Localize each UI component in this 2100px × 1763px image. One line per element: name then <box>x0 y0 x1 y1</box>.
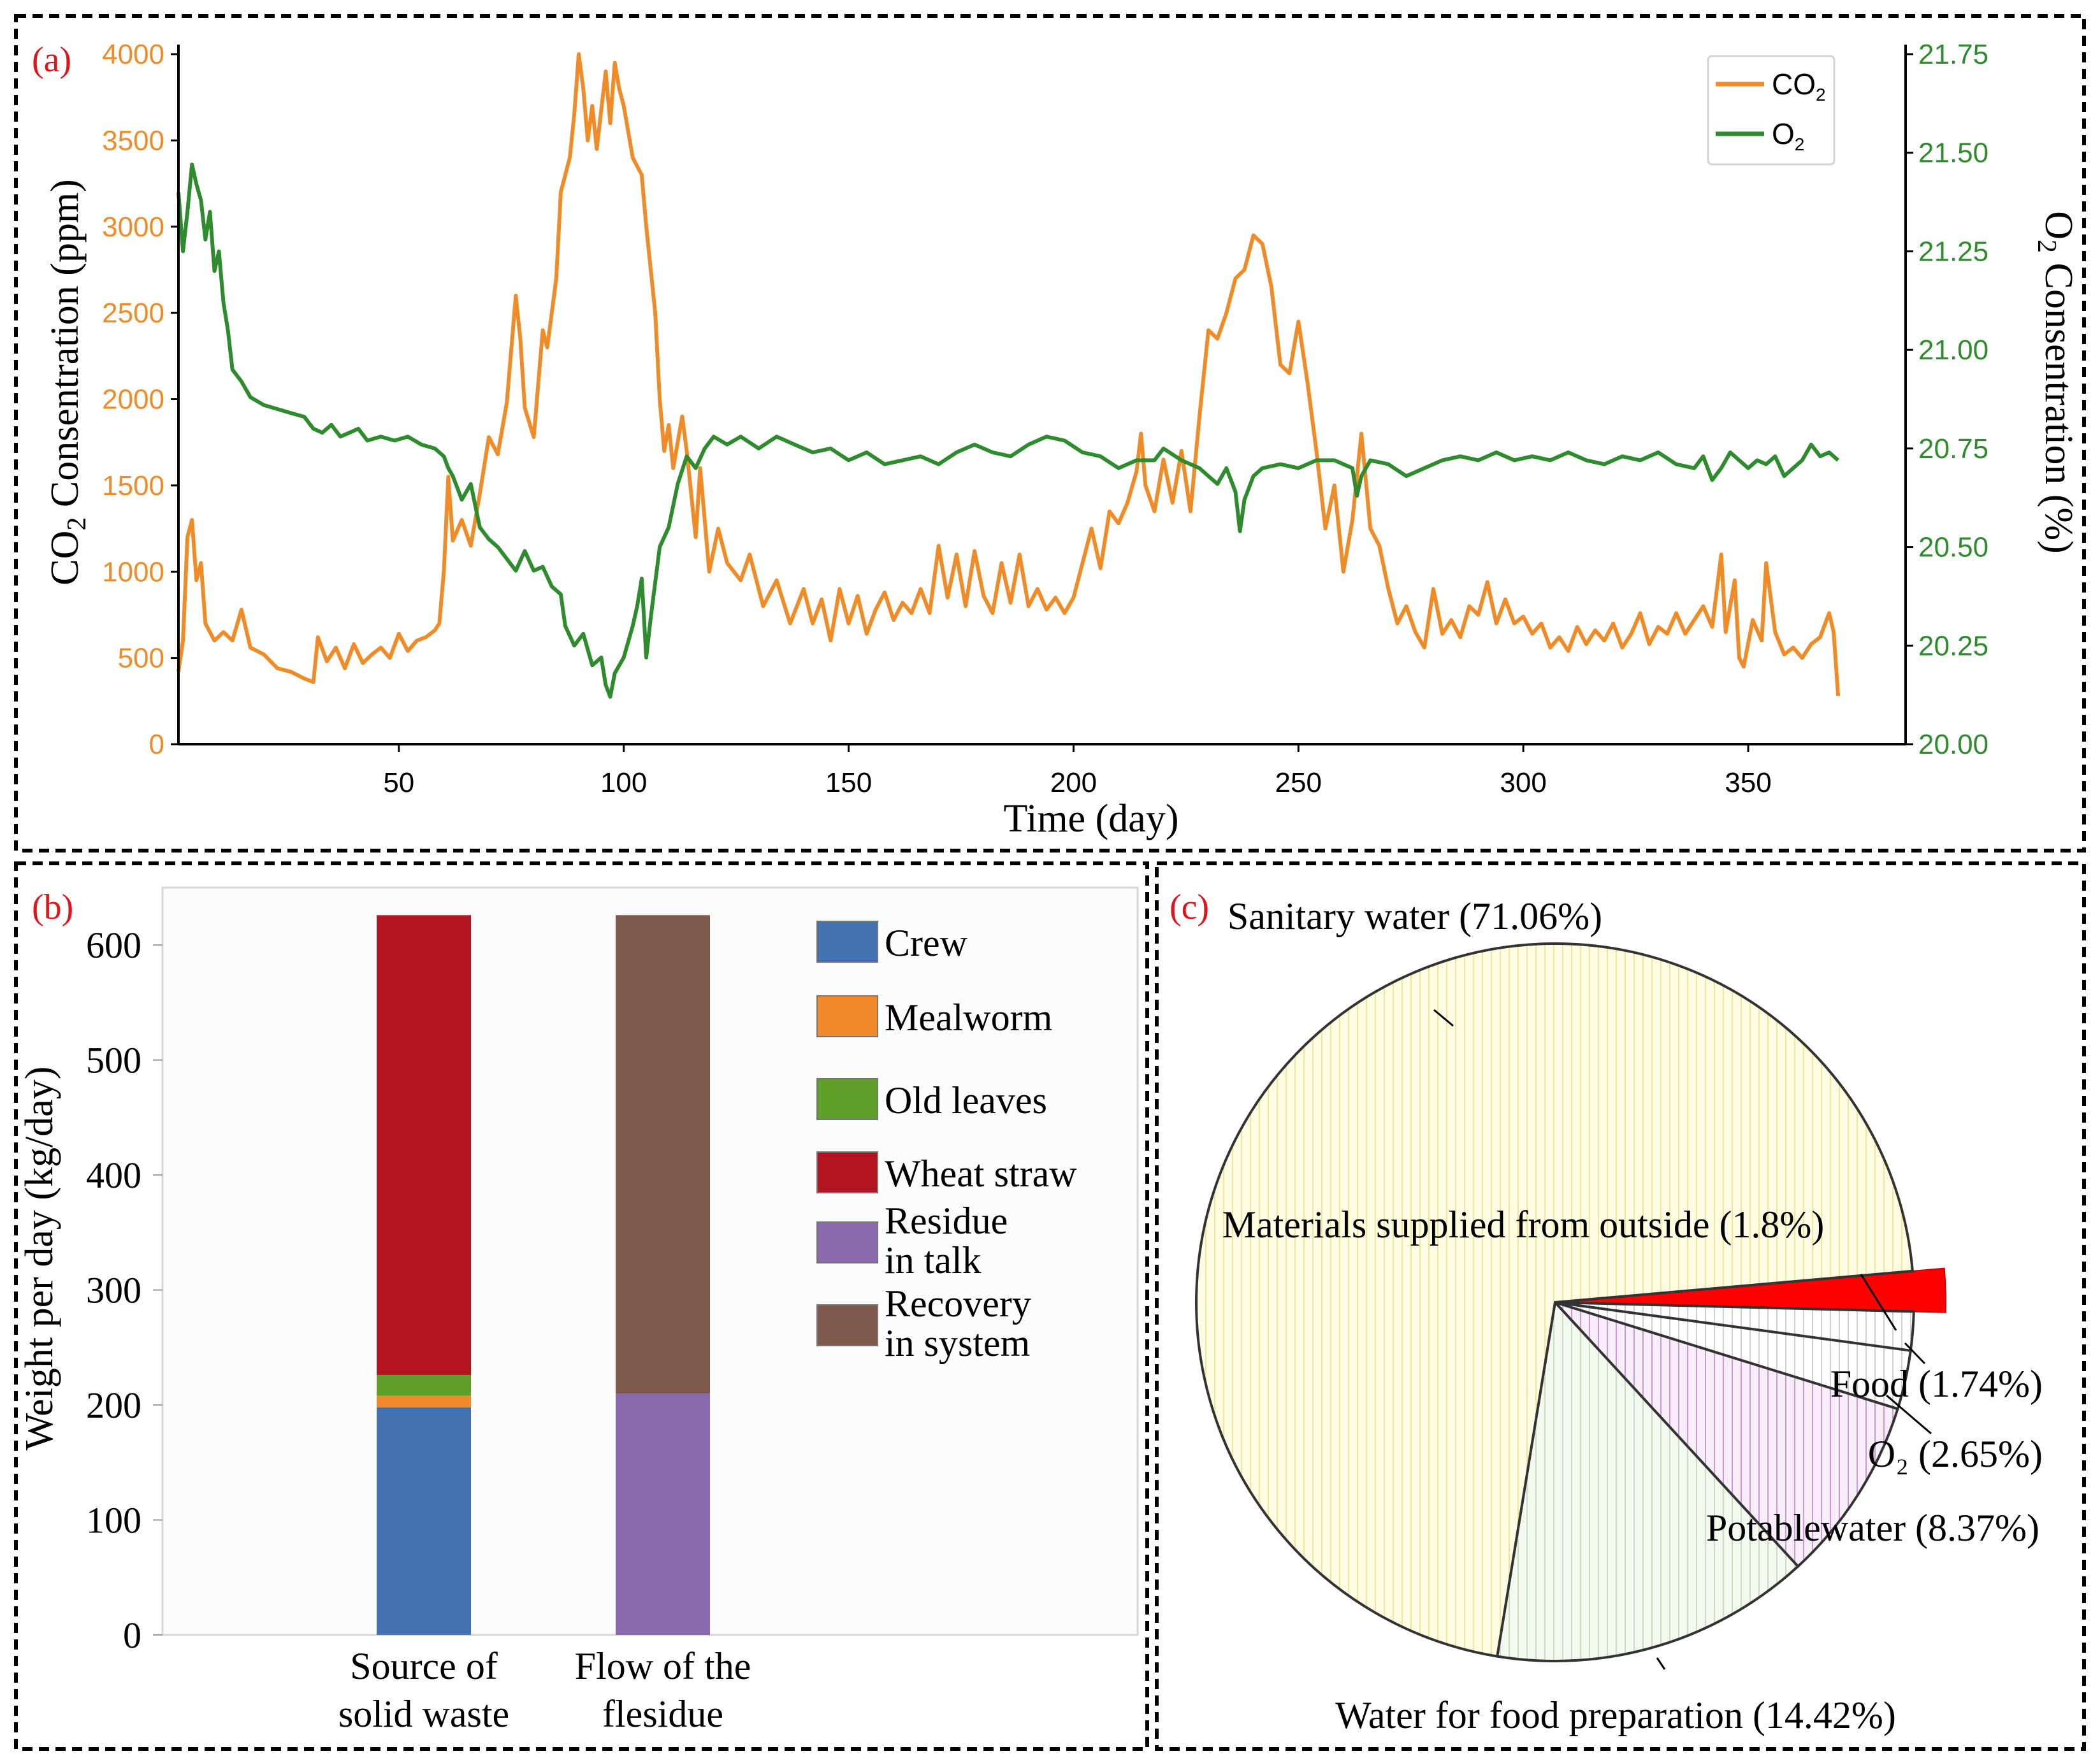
a-y-left-tick-label: 3000 <box>102 212 164 243</box>
c-label-o2: O₂ (2.65%) <box>1868 1433 2043 1475</box>
b-bar-segment <box>377 1407 471 1635</box>
a-x-tick-label: 350 <box>1725 767 1771 798</box>
a-x-tick-label: 100 <box>600 767 647 798</box>
b-bar-segment <box>377 1375 471 1396</box>
a-y-right-tick-label: 20.75 <box>1918 433 1988 464</box>
a-x-tick-label: 50 <box>383 767 414 798</box>
b-y-axis-label: Weight per day (kg/day) <box>18 1067 61 1451</box>
a-y-left-tick-label: 500 <box>118 643 164 674</box>
a-y-left-tick-label: 1500 <box>102 470 164 501</box>
a-y-left-tick-label: 2500 <box>102 298 164 329</box>
b-legend-swatch <box>816 921 878 963</box>
panel-a-label: (a) <box>32 40 71 80</box>
c-leader-line <box>1886 1394 1932 1435</box>
c-leader-line <box>1904 1342 1926 1365</box>
c-slice-sanitary-water <box>1195 942 1915 1658</box>
b-legend-swatch <box>816 1151 878 1193</box>
b-category-label: flesidue <box>602 1693 723 1735</box>
b-bar-segment <box>616 1393 710 1635</box>
panel-a-frame <box>14 14 2086 853</box>
b-category-label: Source of <box>350 1645 498 1687</box>
a-series-line-o2 <box>177 162 1840 699</box>
b-legend-label: Old leaves <box>885 1079 1047 1121</box>
a-y-right-tick-label: 21.25 <box>1918 236 1988 267</box>
b-legend-swatch <box>816 1221 878 1263</box>
b-legend-label: Mealworm <box>885 997 1052 1039</box>
a-y-left-tick-label: 2000 <box>102 384 164 415</box>
a-y-left-tick-label: 1000 <box>102 556 164 587</box>
panel-c-frame <box>1155 861 2086 1751</box>
b-legend-label: Residue <box>885 1200 1008 1242</box>
b-bar-segment <box>377 1395 471 1407</box>
a-x-tick-label: 300 <box>1500 767 1546 798</box>
a-x-tick-label: 150 <box>825 767 872 798</box>
a-y-right-tick-label: 20.25 <box>1918 630 1988 661</box>
b-y-tick-label: 500 <box>86 1040 141 1081</box>
b-bar-segment <box>616 915 710 1394</box>
b-y-tick-label: 600 <box>86 925 141 966</box>
a-y-left-tick-label: 3500 <box>102 125 164 156</box>
a-legend-o2-label: O2 <box>1772 117 1804 154</box>
b-legend-label: Wheat straw <box>885 1153 1077 1195</box>
a-y-right-tick-label: 21.00 <box>1918 335 1988 366</box>
c-slice-materials <box>1554 1267 1947 1313</box>
b-legend-swatch <box>816 995 878 1037</box>
b-category-label: solid waste <box>338 1693 509 1735</box>
b-legend-label: Crew <box>885 922 968 964</box>
panel-c-label: (c) <box>1169 888 1209 927</box>
chart-a: 50 100 150 200 250 300 350 0 500 1000 1500 2000 250… <box>43 39 2080 840</box>
a-y-left-tick-label: 4000 <box>102 39 164 70</box>
b-y-tick-label: 0 <box>123 1615 141 1656</box>
b-bar-segment <box>377 915 471 1376</box>
a-y-right-tick-label: 21.50 <box>1918 138 1988 169</box>
b-legend-label: in system <box>885 1322 1030 1364</box>
chart-c: Sanitary water (71.06%) Materials suppli… <box>1195 895 2043 1736</box>
b-y-tick-label: 300 <box>86 1270 141 1311</box>
c-leader-line <box>1656 1657 1666 1670</box>
a-series-line-co2 <box>177 52 1841 696</box>
b-y-tick-label: 400 <box>86 1155 141 1196</box>
b-category-label: Flow of the <box>575 1645 751 1687</box>
panel-b-label: (b) <box>32 888 73 927</box>
c-leader-line <box>1860 1274 1897 1331</box>
b-y-tick-label: 100 <box>86 1500 141 1541</box>
c-leader-line <box>1433 1009 1454 1027</box>
c-label-water-food-prep: Water for food preparation (14.42%) <box>1335 1694 1896 1736</box>
panel-b-frame <box>14 861 1149 1751</box>
a-y-right-tick-label: 21.75 <box>1918 39 1988 70</box>
a-y-left-label: CO2 Consentration (ppm) <box>43 179 92 586</box>
c-label-potable-water: Potablewater (8.37%) <box>1706 1507 2039 1549</box>
b-legend-swatch <box>816 1078 878 1120</box>
chart-b: 0 100 200 300 400 500 600 Source of solid waste… <box>18 886 1139 1735</box>
a-y-right-tick-label: 20.00 <box>1918 729 1988 760</box>
c-label-materials: Materials supplied from outside (1.8%) <box>1222 1204 1825 1246</box>
a-y-right-label: O2 Consentration (%) <box>2032 211 2080 554</box>
a-y-right-tick-label: 20.50 <box>1918 532 1988 563</box>
b-legend-label: in talk <box>885 1239 981 1281</box>
c-label-sanitary-water: Sanitary water (71.06%) <box>1227 895 1602 937</box>
c-slice-potable-water <box>1551 1299 1900 1569</box>
c-slice-water-food-prep <box>1495 1299 1800 1662</box>
b-y-tick-label: 200 <box>86 1385 141 1426</box>
b-legend-label: Recovery <box>885 1283 1031 1325</box>
b-legend-swatch <box>816 1304 878 1346</box>
c-label-food: Food (1.74%) <box>1830 1363 2043 1405</box>
a-x-tick-label: 250 <box>1275 767 1322 798</box>
a-x-tick-label: 200 <box>1050 767 1097 798</box>
a-legend: CO2 O2 <box>1707 55 1836 166</box>
a-y-left-tick-label: 0 <box>149 729 164 760</box>
a-x-axis-label: Time (day) <box>1004 797 1179 840</box>
